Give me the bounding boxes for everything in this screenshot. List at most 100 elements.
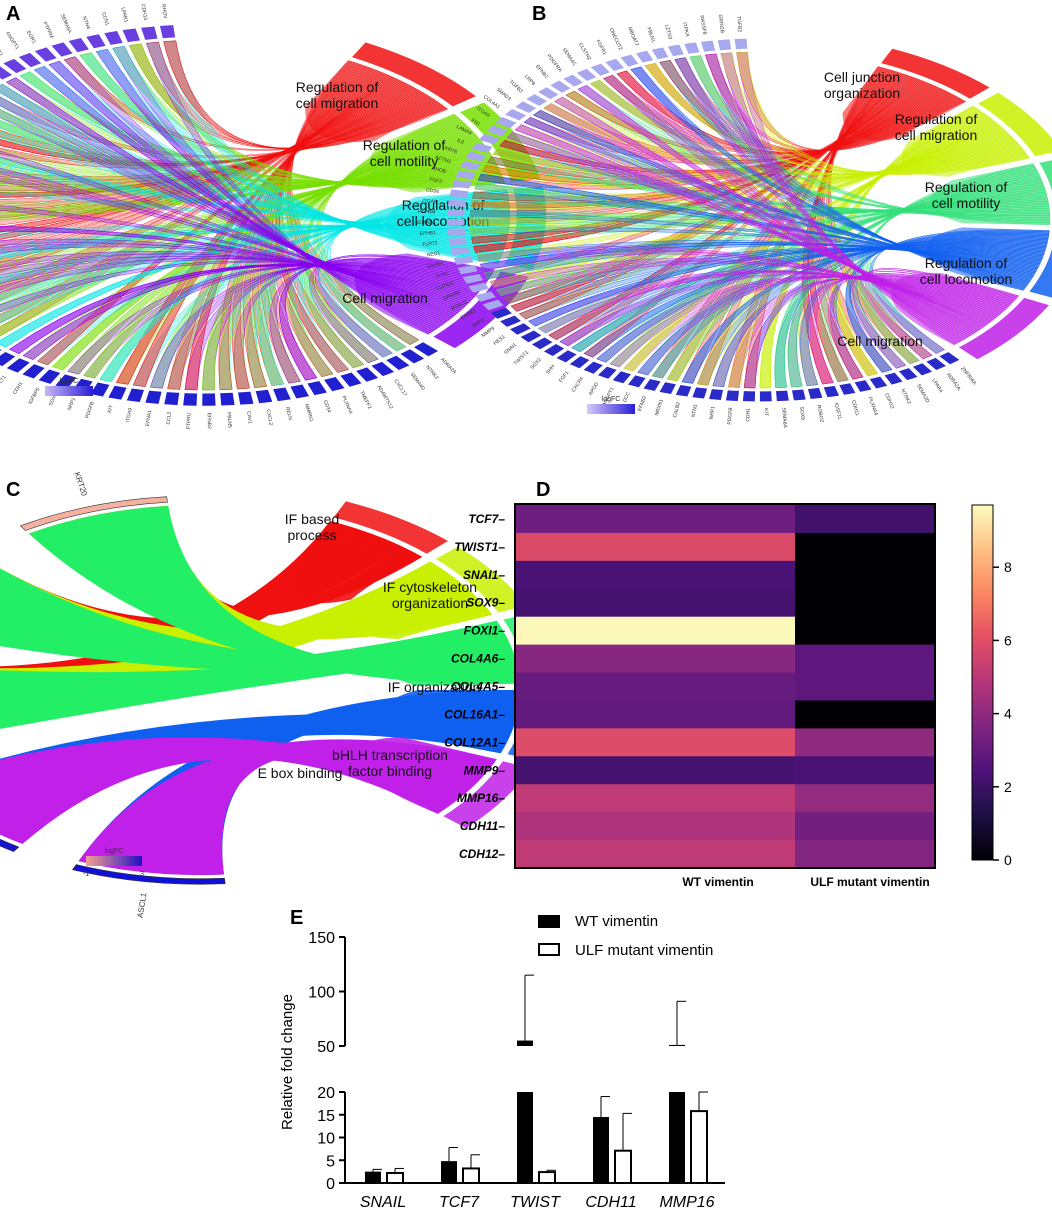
chord-diagram-b: ZNF804AADRA2ALPAR4SEMA3DNTRK2CDH12PLXNA4…: [415, 14, 1052, 429]
panelB-gene-label: LZTS3: [663, 24, 673, 40]
panelA-gene-arc: [371, 361, 395, 377]
panelA-ribbon: [202, 126, 471, 391]
panelB-term-arc: [956, 296, 1051, 361]
panelB-gene-arc: [468, 282, 490, 293]
panelB-ribbon: [712, 238, 1048, 387]
heatmap-cell: [515, 560, 795, 590]
heatmap-cell: [795, 728, 935, 757]
panelB-gene-arc: [448, 237, 468, 246]
colorbar-tick-label: 8: [1004, 559, 1012, 575]
panelB-gene-label: CXCR4: [571, 376, 585, 394]
panelA-gene-arc: [38, 369, 61, 384]
panelA-gene-label: MMRN1: [303, 403, 314, 422]
x-tick-label: TCF7: [439, 1194, 480, 1210]
panelA-gene-arc: [108, 385, 127, 400]
panelB-gene-label: ACTN1: [434, 154, 452, 165]
panelB-gene-label: EFNB2: [637, 395, 648, 412]
panelA-gene-arc: [400, 349, 425, 364]
panelB-gene-arc: [550, 80, 571, 93]
panelB-gene-label: CDH11: [850, 400, 860, 417]
panelB-gene-arc: [605, 58, 624, 71]
panelB-gene-arc: [446, 209, 465, 217]
heatmap-row-label: SNAI1–: [463, 568, 505, 582]
panelA-gene-arc: [307, 381, 327, 396]
panelB-gene-arc: [725, 390, 740, 401]
panelA-gene-arc: [164, 392, 180, 406]
panelB-gene-label: KRT8: [444, 145, 458, 155]
panelB-ribbon: [596, 275, 1002, 363]
panelB-gene-arc: [462, 273, 483, 284]
heatmap-cell: [515, 588, 795, 618]
panelA-gene-arc: [414, 342, 439, 357]
y-tick-label: 100: [308, 985, 335, 1002]
bar-chart-e: 0 5 10 15 20 50 100 150 SNAIL TCF7 TWIST CDH11 MMP16…: [279, 913, 725, 1210]
x-tick-label: MMP16: [659, 1194, 714, 1210]
heatmap-frame: [514, 503, 936, 869]
panelB-gene-label: NEO1: [426, 250, 441, 258]
colorbar: [971, 504, 994, 861]
panelB-gene-label: TGFB3: [508, 79, 524, 95]
panelA-gene-label: NTRK2: [424, 365, 439, 382]
panelB-term-wedge: [842, 66, 966, 141]
panelB-gene-arc: [791, 389, 806, 401]
bar-ulf: [462, 1167, 480, 1184]
panelB-gene-arc: [450, 246, 470, 256]
panelB-gene-arc: [509, 323, 531, 335]
heatmap-d: TCF7– TWIST1– SNAI1– SOX9– FOXI1– COL4A6– COL4…: [444, 503, 1012, 889]
panelB-gene-label: EFNB1: [534, 64, 549, 80]
panelB-gene-arc: [526, 94, 547, 106]
panelB-term-arc: [976, 91, 1052, 158]
panelB-gene-label: SOX9: [798, 406, 806, 420]
heatmap-row-label: CDH11–: [460, 819, 505, 833]
panelA-ribbon: [0, 238, 467, 308]
panelA-ribbon: [116, 74, 389, 385]
heatmap-cell: [515, 784, 795, 813]
panelA-gene-label: EFNA1: [145, 410, 154, 427]
bar-wt: [441, 1161, 457, 1183]
panelA-ribbon: [0, 161, 497, 190]
panelB-gene-arc: [692, 387, 708, 399]
panelB-gene-label: CDH1: [745, 408, 751, 422]
panelB-gene-arc: [491, 307, 512, 319]
panelB-gene-label: LRP8: [523, 74, 536, 87]
heatmap-cell: [515, 672, 795, 701]
panelA-gene-arc: [3, 58, 27, 74]
panelB-gene-arc: [576, 68, 597, 81]
panelA-gene-label: NTN4: [81, 16, 91, 31]
panelC-term-label: IF organization: [388, 679, 481, 695]
heatmap-row-label: MMP16–: [457, 791, 505, 805]
panelB-gene-label: PTPRM: [418, 209, 436, 216]
panel-label-d: D: [536, 479, 550, 501]
panelB-gene-arc: [807, 387, 823, 400]
panelA-gene-label: CDH1: [12, 381, 24, 396]
panelC-legend-max: 3: [140, 871, 144, 878]
panelB-gene-arc: [455, 170, 476, 180]
panelB-legend-title: logFC: [602, 396, 621, 403]
panelA-gene-label: ITGA9: [125, 407, 134, 423]
panelB-gene-label: PDGFB: [727, 407, 735, 425]
panelC-gene-label: KRT20: [72, 471, 89, 498]
heatmap-cell: [795, 840, 935, 869]
panelA-gene-arc: [145, 390, 162, 404]
panelB-ribbon: [637, 276, 1006, 376]
panelB-gene-label: LPAR4: [930, 378, 943, 394]
panelB-term-label: Cell migration: [837, 333, 923, 349]
panelB-gene-arc: [531, 337, 553, 350]
panelA-ribbon: [0, 109, 501, 185]
panelA-gene-label: FLT1: [0, 374, 8, 387]
panelC-gene-arc: [19, 496, 168, 531]
panelB-gene-arc: [627, 375, 646, 388]
panelC-term-label: IF cytoskeleton organization: [383, 579, 477, 611]
panelA-gene-label: IGFBP5: [28, 387, 42, 406]
heatmap-row-label: CDH12–: [459, 847, 505, 861]
panelB-gene-label: PLXNA4: [867, 396, 879, 416]
panelB-gene-label: CLDN11: [435, 280, 455, 292]
panelA-gene-arc: [202, 393, 216, 406]
heatmap-row-label: TCF7–: [468, 512, 505, 526]
heatmap-cell: [515, 505, 795, 534]
heatmap-cell: [515, 756, 795, 785]
panelB-gene-label: ITPKA: [681, 22, 690, 38]
panelA-ribbon: [146, 41, 500, 263]
panelB-gene-label: RHOB: [431, 166, 447, 176]
panelA-gene-label: TMEFF2: [358, 390, 372, 410]
